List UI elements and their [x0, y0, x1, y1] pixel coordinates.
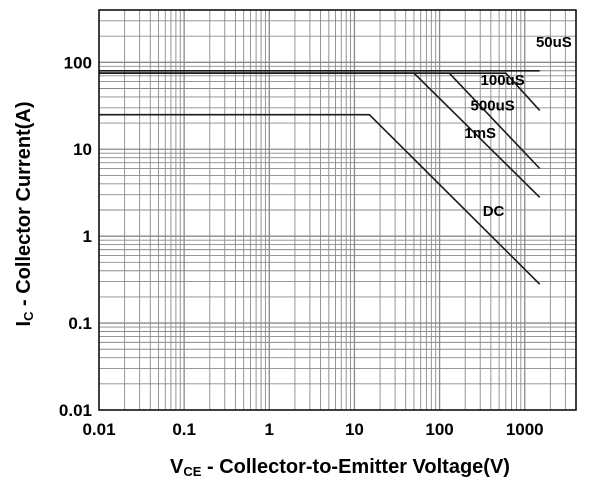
x-tick-label: 1 [265, 420, 274, 439]
y-tick-label: 0.01 [59, 401, 92, 420]
y-axis-title: IC - Collector Current(A) [13, 102, 36, 327]
series-labels: DC 1mS 500uS 100uS 50uS [464, 34, 571, 220]
series-label: DC [483, 203, 505, 220]
y-tick-label: 0.1 [68, 314, 92, 333]
y-tick-label: 1 [83, 227, 92, 246]
x-tick-label: 100 [425, 420, 453, 439]
grid [99, 10, 576, 410]
series-label: 100uS [481, 72, 525, 89]
plot-frame [98, 9, 577, 411]
series-label: 50uS [536, 34, 572, 51]
series-group [99, 70, 541, 285]
x-tick-label: 0.1 [172, 420, 196, 439]
x-tick-label: 10 [345, 420, 364, 439]
series-label: 1mS [464, 125, 496, 142]
x-tick-label: 0.01 [82, 420, 115, 439]
y-tick-label: 100 [64, 53, 92, 72]
x-axis-title: VCE - Collector-to-Emitter Voltage(V) [170, 456, 510, 479]
series-line [99, 72, 541, 111]
y-tick-label: 10 [73, 140, 92, 159]
series-label: 500uS [471, 97, 515, 114]
series-line [99, 113, 541, 285]
x-tick-label: 1000 [506, 420, 544, 439]
tick-labels: 0.01 0.1 1 10 100 1000 0.01 0.1 1 10 100 [59, 53, 544, 439]
